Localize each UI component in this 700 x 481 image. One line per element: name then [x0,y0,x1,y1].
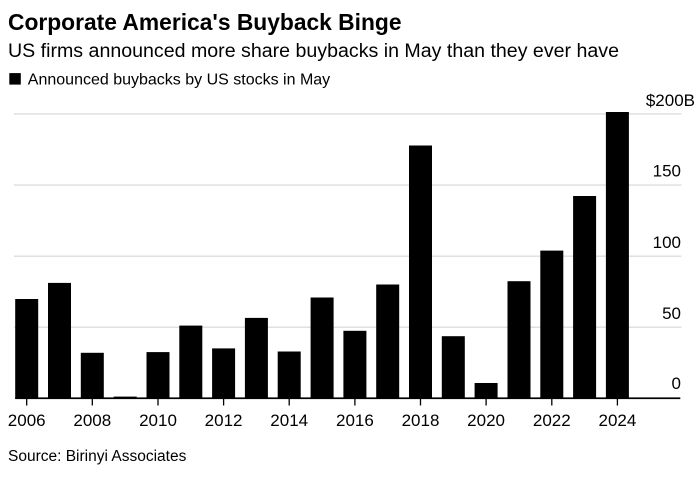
svg-text:100: 100 [653,233,681,252]
svg-text:2006: 2006 [8,411,46,430]
svg-text:0: 0 [672,374,681,393]
svg-text:Announced buybacks by US stock: Announced buybacks by US stocks in May [28,72,330,89]
svg-text:50: 50 [662,304,681,323]
svg-text:2016: 2016 [336,411,374,430]
svg-text:$200B: $200B [646,91,695,110]
svg-text:Corporate America's Buyback Bi: Corporate America's Buyback Binge [8,9,402,35]
svg-text:2020: 2020 [467,411,505,430]
svg-text:2018: 2018 [402,411,440,430]
svg-text:Source: Birinyi Associates: Source: Birinyi Associates [8,448,187,465]
svg-text:2008: 2008 [73,411,111,430]
svg-text:2024: 2024 [598,411,636,430]
svg-text:2022: 2022 [533,411,571,430]
svg-text:2012: 2012 [205,411,243,430]
svg-text:US firms announced more share: US firms announced more share buybacks i… [8,40,619,62]
svg-text:150: 150 [653,162,681,181]
svg-text:2014: 2014 [270,411,308,430]
svg-text:2010: 2010 [139,411,177,430]
